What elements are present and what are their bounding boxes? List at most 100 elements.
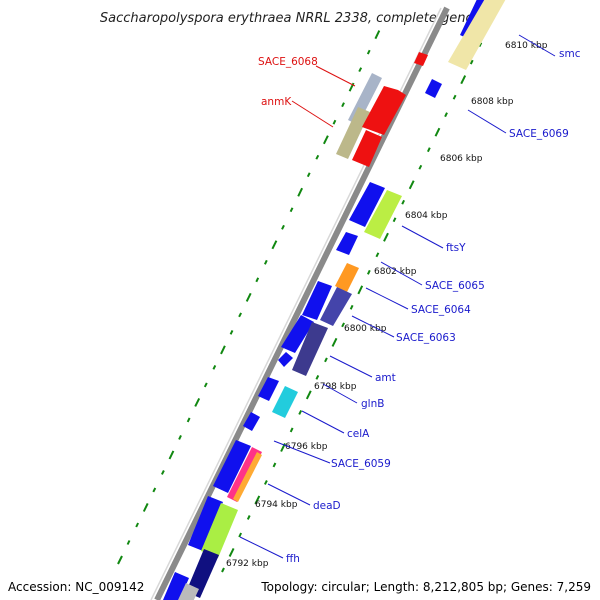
gene-sace6065 xyxy=(336,232,358,255)
tick-mark xyxy=(452,94,457,100)
gene-label-ffh: ffh xyxy=(286,553,300,565)
tick-mark xyxy=(298,409,303,415)
accession-text: Accession: NC_009142 xyxy=(8,580,145,594)
tick-mark xyxy=(460,75,467,85)
tick-mark xyxy=(263,259,268,265)
tick-mark xyxy=(341,322,345,328)
gene-label-anmk: anmK xyxy=(261,96,292,108)
gene-sace6068-red xyxy=(352,130,382,167)
tick-mark xyxy=(366,49,371,55)
tick-mark xyxy=(289,427,294,433)
gene-red-small xyxy=(414,52,428,66)
tick-mark xyxy=(142,502,149,512)
label-connectors xyxy=(239,34,556,559)
tick-mark xyxy=(324,357,328,363)
tick-mark xyxy=(229,329,234,335)
gene-ffh-darkblue xyxy=(186,549,219,598)
gene-label-amt: amt xyxy=(375,372,396,384)
tick-mark xyxy=(238,312,242,318)
kbp-label: 6798 kbp xyxy=(314,382,357,392)
gene-smc-color xyxy=(448,0,506,70)
tick-mark xyxy=(341,102,345,108)
tick-mark xyxy=(323,135,329,145)
gene-glnb-blue xyxy=(258,377,279,401)
gene-anmk-red xyxy=(362,86,406,135)
tick-mark xyxy=(220,345,226,355)
tick-mark xyxy=(297,187,304,197)
tick-mark xyxy=(418,164,423,170)
tick-mark xyxy=(135,522,140,528)
gene-labels: smc SACE_6069 ftsY SACE_6065 SACE_6064 S… xyxy=(258,48,581,565)
tick-mark xyxy=(152,487,157,493)
tick-mark xyxy=(469,59,474,65)
tick-mark xyxy=(272,462,277,468)
gene-sace6064-purple xyxy=(320,287,352,326)
map-title: Saccharopolyspora erythraea NRRL 2338, c… xyxy=(100,11,494,26)
gene-label-cela: celA xyxy=(347,428,370,440)
kbp-label: 6804 kbp xyxy=(405,211,448,221)
gene-label-dead: deaD xyxy=(313,500,341,512)
kbp-label: 6802 kbp xyxy=(374,267,417,277)
tick-mark xyxy=(358,67,363,73)
gene-ftsy-blue xyxy=(349,182,385,227)
tick-mark xyxy=(306,172,311,178)
gene-label-smc: smc xyxy=(559,48,581,60)
tick-mark xyxy=(315,374,320,380)
tick-mark xyxy=(238,532,243,538)
tick-mark xyxy=(186,417,191,423)
gene-ftsy-color xyxy=(364,190,402,239)
tick-mark xyxy=(289,207,294,213)
tick-mark xyxy=(478,42,483,48)
tick-mark xyxy=(117,555,123,565)
gene-sace6059-blue xyxy=(213,440,251,493)
tick-mark xyxy=(245,292,252,302)
gene-glnb-color xyxy=(272,386,298,418)
gene-label-ftsy: ftsY xyxy=(446,242,466,254)
tick-marks xyxy=(117,30,483,573)
tick-mark xyxy=(357,285,364,295)
tick-mark xyxy=(349,304,354,310)
gene-sace6059-color2 xyxy=(233,452,262,502)
tick-mark xyxy=(221,567,225,573)
kbp-label: 6806 kbp xyxy=(440,154,483,164)
tick-mark xyxy=(374,30,381,40)
tick-mark xyxy=(264,480,268,485)
gene-label-sace6059: SACE_6059 xyxy=(331,458,391,470)
tick-mark xyxy=(246,515,251,520)
kbp-label: 6810 kbp xyxy=(505,41,548,51)
kbp-label: 6796 kbp xyxy=(285,442,328,452)
topology-text: Topology: circular; Length: 8,212,805 bp… xyxy=(261,580,591,594)
tick-mark xyxy=(271,240,278,250)
tick-mark xyxy=(392,217,397,223)
tick-mark xyxy=(375,252,380,258)
gene-sace6069-small xyxy=(425,79,442,98)
gene-amt-purple xyxy=(292,322,328,376)
gene-dead-color xyxy=(201,503,238,558)
tick-mark xyxy=(401,199,405,205)
gene-label-sace6064: SACE_6064 xyxy=(411,304,471,316)
gene-anmk-olive xyxy=(336,107,370,159)
tick-mark xyxy=(383,232,389,242)
tick-mark xyxy=(434,127,441,137)
gene-features xyxy=(163,0,506,600)
tick-mark xyxy=(315,154,320,160)
tick-mark xyxy=(332,119,337,125)
gene-sace6063-blue xyxy=(281,315,314,353)
gene-cela-small xyxy=(243,412,260,431)
kbp-labels: 6810 kbp 6808 kbp 6806 kbp 6804 kbp 6802… xyxy=(226,41,548,569)
gene-label-sace6063: SACE_6063 xyxy=(396,332,456,344)
tick-mark xyxy=(255,277,260,283)
kbp-label: 6792 kbp xyxy=(226,559,269,569)
tick-mark xyxy=(161,470,165,475)
tick-mark xyxy=(444,112,448,118)
gene-sace6064-blue xyxy=(302,281,332,320)
tick-mark xyxy=(426,147,431,153)
kbp-label: 6794 kbp xyxy=(255,500,298,510)
tick-mark xyxy=(203,382,208,388)
gene-ffh-grey xyxy=(178,583,199,600)
gene-amt-small xyxy=(278,352,293,367)
kbp-label: 6808 kbp xyxy=(471,97,514,107)
tick-mark xyxy=(178,434,182,440)
tick-mark xyxy=(194,397,201,407)
